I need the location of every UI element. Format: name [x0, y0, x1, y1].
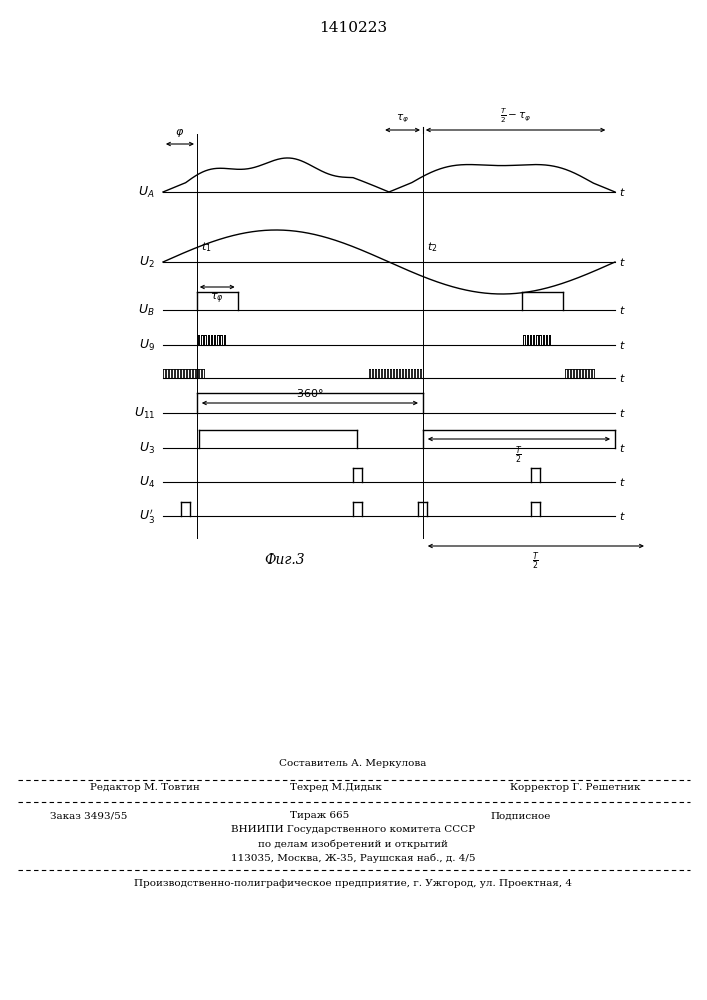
Text: Техред М.Дидык: Техред М.Дидык [290, 784, 382, 792]
Text: $U_A$: $U_A$ [139, 184, 155, 200]
Text: $U_3$: $U_3$ [139, 440, 155, 456]
Text: ВНИИПИ Государственного комитета СССР: ВНИИПИ Государственного комитета СССР [231, 826, 475, 834]
Text: $\frac{T}{2}$: $\frac{T}{2}$ [532, 551, 539, 572]
Text: $t$: $t$ [619, 476, 626, 488]
Text: $U_{11}$: $U_{11}$ [134, 405, 155, 421]
Text: Редактор М. Товтин: Редактор М. Товтин [90, 784, 200, 792]
Text: $t$: $t$ [619, 304, 626, 316]
Text: по делам изобретений и открытий: по делам изобретений и открытий [258, 839, 448, 849]
Text: $U_2$: $U_2$ [139, 254, 155, 270]
Text: $t$: $t$ [619, 442, 626, 454]
Text: $t_2$: $t_2$ [427, 240, 438, 254]
Text: 1410223: 1410223 [319, 21, 387, 35]
Text: $t$: $t$ [619, 256, 626, 268]
Text: $\frac{T}{2}-\tau_\varphi$: $\frac{T}{2}-\tau_\varphi$ [500, 107, 532, 125]
Text: $360°$: $360°$ [296, 387, 324, 399]
Text: Корректор Г. Решетник: Корректор Г. Решетник [510, 784, 641, 792]
Text: Фиг.3: Фиг.3 [264, 553, 305, 567]
Text: Тираж 665: Тираж 665 [290, 812, 349, 820]
Text: $t$: $t$ [619, 372, 626, 384]
Text: Подписное: Подписное [490, 812, 550, 820]
Text: $U_3'$: $U_3'$ [139, 507, 155, 525]
Text: $t$: $t$ [619, 407, 626, 419]
Text: $U_9$: $U_9$ [139, 337, 155, 353]
Text: 113035, Москва, Ж-35, Раушская наб., д. 4/5: 113035, Москва, Ж-35, Раушская наб., д. … [230, 853, 475, 863]
Text: $\tau_\varphi$: $\tau_\varphi$ [396, 113, 409, 125]
Text: $\frac{T}{2}$: $\frac{T}{2}$ [515, 445, 522, 466]
Text: $U_4$: $U_4$ [139, 474, 155, 490]
Text: Заказ 3493/55: Заказ 3493/55 [50, 812, 127, 820]
Text: $t$: $t$ [619, 510, 626, 522]
Text: $\varphi$: $\varphi$ [175, 127, 185, 139]
Text: $U_B$: $U_B$ [139, 302, 155, 318]
Text: Производственно-полиграфическое предприятие, г. Ужгород, ул. Проектная, 4: Производственно-полиграфическое предприя… [134, 880, 572, 888]
Text: Составитель А. Меркулова: Составитель А. Меркулова [279, 759, 427, 768]
Text: $t$: $t$ [619, 339, 626, 351]
Text: $t$: $t$ [619, 186, 626, 198]
Text: $\tau_\varphi$: $\tau_\varphi$ [211, 292, 224, 306]
Text: $t_1$: $t_1$ [201, 240, 211, 254]
